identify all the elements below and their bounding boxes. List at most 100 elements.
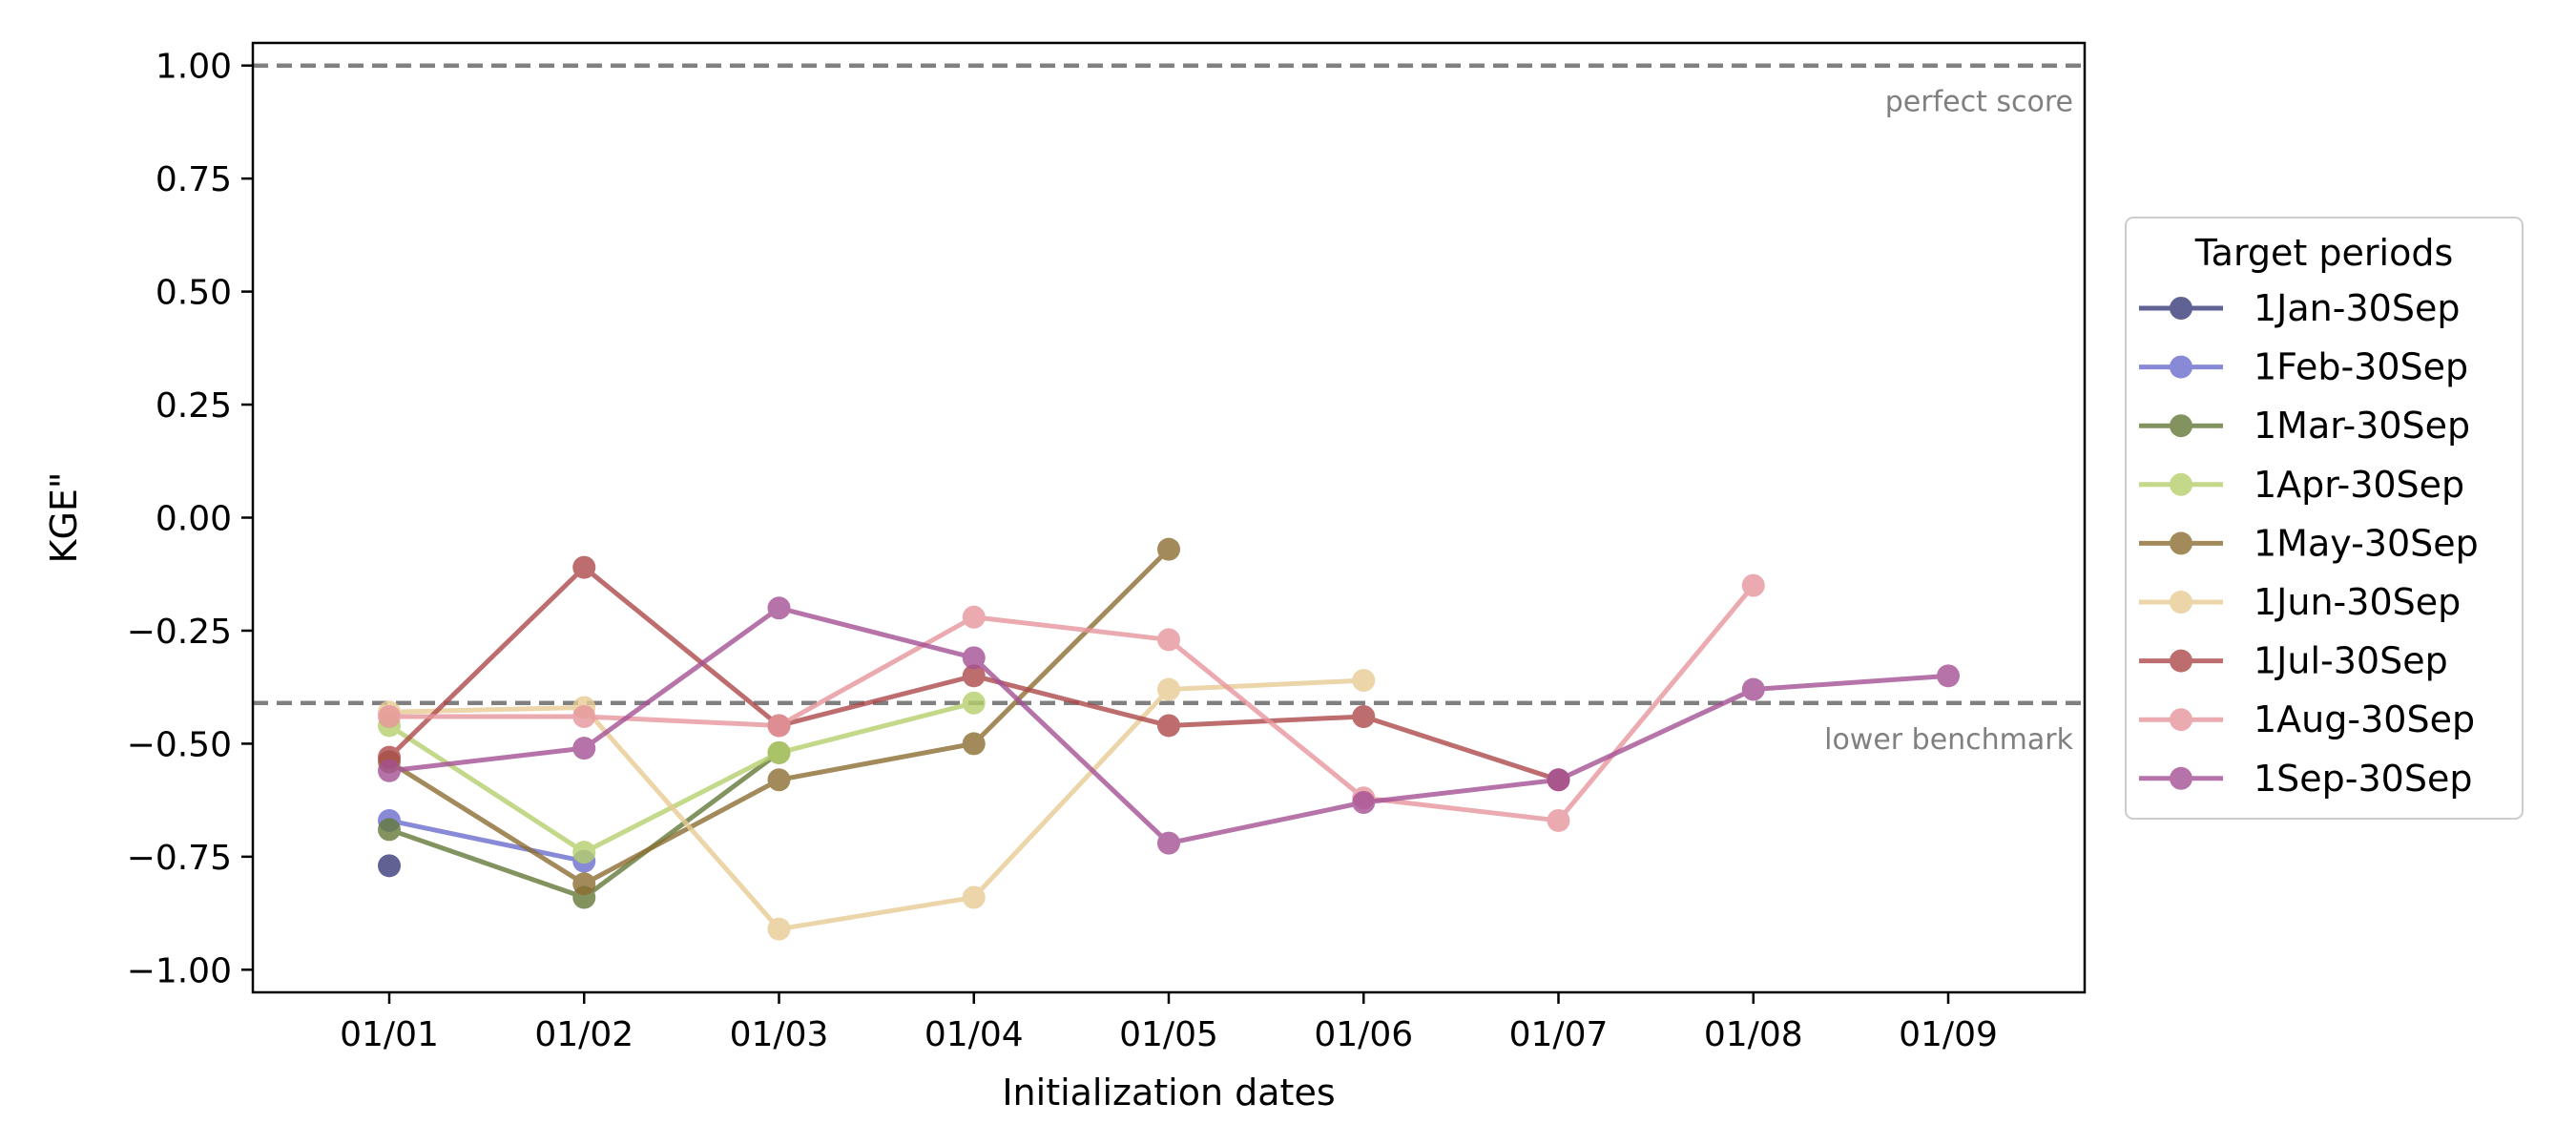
x-tick-label: 01/03	[730, 1015, 829, 1054]
x-tick-label: 01/07	[1509, 1015, 1609, 1054]
x-axis-title: Initialization dates	[1002, 1072, 1335, 1114]
legend-swatch	[2139, 531, 2223, 555]
data-point	[1547, 768, 1570, 792]
x-tick-label: 01/02	[534, 1015, 634, 1054]
data-point	[1157, 677, 1180, 701]
data-point	[572, 872, 596, 896]
data-point	[1352, 704, 1376, 728]
series-1Jan-30Sep	[378, 854, 401, 878]
legend-swatch	[2139, 355, 2223, 379]
y-tick-label: 0.50	[156, 274, 232, 313]
series-1Aug-30Sep	[378, 573, 1765, 832]
legend-label: 1Sep-30Sep	[2254, 758, 2472, 800]
legend-label: 1Jun-30Sep	[2254, 581, 2461, 623]
legend-item: 1Jun-30Sep	[2139, 581, 2461, 623]
legend-item: 1Sep-30Sep	[2139, 758, 2472, 800]
legend-item: 1Jul-30Sep	[2139, 640, 2448, 682]
legend-label: 1Apr-30Sep	[2254, 464, 2464, 506]
data-point	[1352, 791, 1376, 814]
data-point	[767, 714, 791, 738]
y-tick-label: 0.25	[156, 386, 232, 426]
series-1Jul-30Sep	[378, 555, 1570, 792]
legend-title: Target periods	[2194, 232, 2454, 274]
legend-label: 1Jul-30Sep	[2254, 640, 2448, 682]
x-tick-label: 01/09	[1899, 1015, 1998, 1054]
x-tick-label: 01/01	[340, 1015, 439, 1054]
series-layer	[378, 537, 1960, 941]
data-point	[378, 704, 401, 728]
x-tick-label: 01/08	[1704, 1015, 1803, 1054]
data-point	[962, 885, 986, 909]
reference-lines: perfect score lower benchmark	[253, 63, 2085, 757]
legend-swatch	[2139, 766, 2223, 790]
legend-item: 1Mar-30Sep	[2139, 405, 2470, 447]
data-point	[1157, 628, 1180, 652]
legend-label: 1Feb-30Sep	[2254, 346, 2468, 388]
legend-item: 1Aug-30Sep	[2139, 698, 2475, 740]
y-tick-label: −0.75	[127, 839, 232, 878]
legend-items: 1Jan-30Sep 1Feb-30Sep 1Mar-30Sep 1Apr-30Sep…	[2139, 287, 2479, 800]
data-point	[572, 704, 596, 728]
legend-swatch	[2139, 414, 2223, 438]
series-line	[388, 818, 585, 864]
x-tick-label: 01/04	[924, 1015, 1024, 1054]
legend-label: 1May-30Sep	[2254, 522, 2479, 564]
data-point	[767, 596, 791, 620]
data-point	[572, 737, 596, 760]
series-line	[389, 583, 1755, 823]
y-tick-label: 0.75	[156, 160, 232, 199]
legend-swatch	[2139, 591, 2223, 614]
y-tick-label: −0.25	[127, 613, 232, 652]
legend-label: 1Mar-30Sep	[2254, 405, 2470, 447]
y-tick-label: 1.00	[156, 48, 232, 87]
reference-label-0: perfect score	[1885, 86, 2073, 119]
series-line	[387, 700, 975, 855]
legend-swatch	[2139, 649, 2223, 673]
data-point	[962, 605, 986, 629]
data-point	[767, 917, 791, 941]
series-1Sep-30Sep	[378, 596, 1960, 855]
y-tick-label: −0.50	[127, 725, 232, 764]
data-point	[767, 740, 791, 764]
legend-swatch	[2139, 708, 2223, 732]
data-point	[378, 854, 401, 878]
series-1Jun-30Sep	[378, 669, 1376, 941]
legend: Target periods 1Jan-30Sep 1Feb-30Sep 1Mar-…	[2125, 217, 2524, 820]
data-point	[1547, 808, 1570, 832]
data-point	[1937, 664, 1960, 688]
data-point	[1352, 669, 1376, 693]
data-point	[962, 732, 986, 756]
data-point	[1741, 573, 1765, 597]
x-tick-label: 01/06	[1314, 1015, 1413, 1054]
data-point	[962, 646, 986, 670]
data-point	[572, 841, 596, 864]
data-point	[1157, 537, 1180, 561]
y-axis-title: KGE"	[43, 472, 85, 564]
legend-item: 1Jan-30Sep	[2139, 287, 2460, 329]
legend-box	[2125, 217, 2524, 820]
x-tick-label: 01/05	[1119, 1015, 1218, 1054]
data-point	[767, 768, 791, 792]
data-point	[572, 555, 596, 579]
data-point	[1741, 677, 1765, 701]
data-point	[1157, 831, 1180, 855]
y-axis: 1.00 0.75 0.50 0.25 0.00 −0.25 −0.50 −0.75 −1.00	[127, 48, 253, 990]
legend-swatch	[2139, 472, 2223, 496]
legend-label: 1Jan-30Sep	[2254, 287, 2460, 329]
data-point	[378, 759, 401, 782]
series-line	[388, 677, 1364, 932]
data-point	[962, 691, 986, 715]
legend-item: 1May-30Sep	[2139, 522, 2479, 564]
data-point	[962, 664, 986, 688]
y-tick-label: −1.00	[127, 951, 232, 990]
legend-item: 1Apr-30Sep	[2139, 464, 2464, 506]
y-tick-label: 0.00	[156, 500, 232, 539]
data-point	[378, 818, 401, 842]
x-axis: 01/01 01/02 01/03 01/04 01/05 01/06 01/07 01/08…	[340, 992, 1998, 1054]
legend-label: 1Aug-30Sep	[2254, 698, 2475, 740]
legend-swatch	[2139, 297, 2223, 320]
reference-label-1: lower benchmark	[1824, 723, 2074, 757]
data-point	[1157, 714, 1180, 738]
legend-item: 1Feb-30Sep	[2139, 346, 2468, 388]
